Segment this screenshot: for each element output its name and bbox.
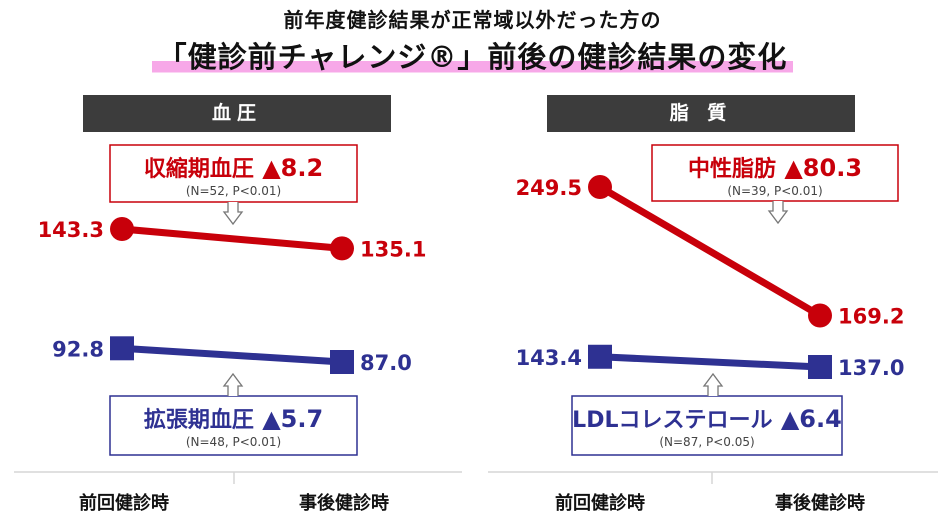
- point-marker-0-0-1: [330, 236, 354, 261]
- series-line-0-0: [118, 225, 346, 252]
- data-label-0-1-1: 87.0: [360, 351, 412, 375]
- callout-metric-0-0: 収縮期血圧: [144, 156, 254, 182]
- callout-note-0-0: (N=52, P<0.01): [186, 184, 281, 198]
- data-label-1-0-1: 169.2: [838, 304, 904, 328]
- x-label-before-right: 前回健診時: [555, 493, 645, 514]
- callout-title-0-1: 拡張期血圧 ▲5.7: [144, 405, 323, 433]
- data-label-1-0-0: 249.5: [516, 176, 582, 200]
- callout-note-1-0: (N=39, P<0.01): [727, 184, 822, 198]
- data-label-0-0-1: 135.1: [360, 237, 426, 261]
- panel-header-blood-pressure: 血圧: [83, 95, 391, 132]
- callout-change-1-1: ▲6.4: [772, 405, 841, 433]
- x-label-before-left: 前回健診時: [79, 493, 169, 514]
- callout-metric-1-0: 中性脂肪: [688, 156, 776, 182]
- callout-title-1-1: LDLコレステロール ▲6.4: [572, 405, 842, 433]
- point-marker-1-0-1: [808, 303, 832, 328]
- callout-arrow-1-0: [767, 201, 789, 225]
- callout-arrow-1-1: [702, 372, 724, 396]
- series-line-1-1: [596, 353, 824, 371]
- title-line-1: 前年度健診結果が正常域以外だった方の: [283, 8, 662, 32]
- callout-metric-0-1: 拡張期血圧: [144, 407, 254, 433]
- callout-box-1-1: [571, 395, 843, 456]
- point-marker-0-1-0: [110, 336, 134, 361]
- callout-metric-1-1: LDLコレステロール: [572, 408, 772, 433]
- callout-note-1-1: (N=87, P<0.05): [659, 435, 754, 449]
- callout-box-1-0: [651, 144, 899, 202]
- callout-title-1-0: 中性脂肪 ▲80.3: [688, 154, 862, 182]
- point-marker-1-0-0: [588, 175, 612, 199]
- x-label-after-right: 事後健診時: [775, 493, 865, 514]
- data-label-1-1-0: 143.4: [516, 346, 582, 370]
- callout-arrow-0-0: [222, 202, 244, 226]
- data-label-0-0-0: 143.3: [38, 218, 104, 242]
- title-line-2-wrap: 「健診前チャレンジ®」前後の健診結果の変化: [0, 34, 945, 76]
- series-line-0-1: [118, 344, 346, 366]
- title-line-2: 「健診前チャレンジ®」前後の健診結果の変化: [151, 34, 794, 76]
- panel-header-lipids: 脂 質: [547, 95, 855, 132]
- callout-note-0-1: (N=48, P<0.01): [186, 435, 281, 449]
- callout-change-0-0: ▲8.2: [254, 154, 323, 182]
- point-marker-1-1-0: [588, 344, 612, 369]
- callout-box-0-0: [109, 144, 358, 203]
- point-marker-0-1-1: [330, 350, 354, 374]
- point-marker-0-0-0: [110, 217, 134, 241]
- callout-title-0-0: 収縮期血圧 ▲8.2: [144, 154, 323, 182]
- point-marker-1-1-1: [808, 355, 832, 379]
- callout-arrow-0-1: [222, 372, 244, 396]
- series-line-1-0: [596, 183, 824, 319]
- data-label-0-1-0: 92.8: [52, 337, 104, 361]
- data-label-1-1-1: 137.0: [838, 356, 904, 380]
- callout-change-1-0: ▲80.3: [776, 154, 862, 182]
- callout-change-0-1: ▲5.7: [254, 405, 323, 433]
- x-label-after-left: 事後健診時: [299, 493, 389, 514]
